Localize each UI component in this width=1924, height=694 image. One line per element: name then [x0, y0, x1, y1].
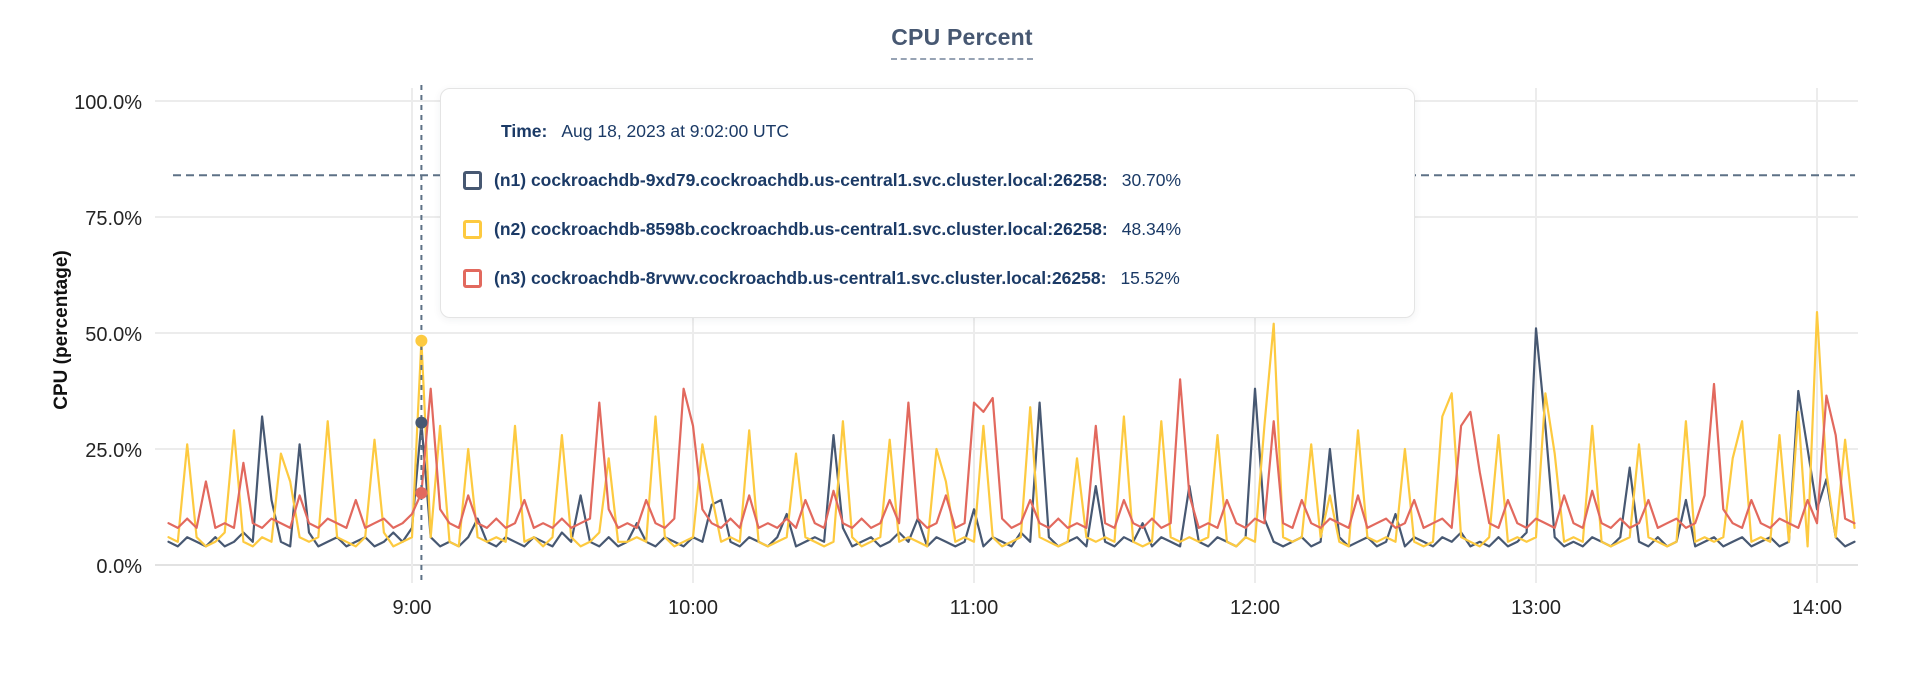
hover-marker-n1 — [415, 416, 428, 429]
tooltip-series-value-n1: 30.70% — [1121, 170, 1182, 190]
tooltip-row-n3: (n3) cockroachdb-8rvwv.cockroachdb.us-ce… — [463, 268, 1414, 289]
tooltip-series-label-n2: (n2) cockroachdb-8598b.cockroachdb.us-ce… — [494, 219, 1108, 239]
x-tick-label-14:00: 14:00 — [1792, 597, 1842, 619]
tooltip-series-label-n1: (n1) cockroachdb-9xd79.cockroachdb.us-ce… — [494, 170, 1108, 190]
x-tick-label-12:00: 12:00 — [1230, 597, 1280, 619]
series-swatch-n1-icon — [463, 171, 482, 190]
x-tick-label-10:00: 10:00 — [668, 597, 718, 619]
series-line-n2 — [167, 311, 1856, 548]
chart-title-wrap: CPU Percent — [0, 24, 1924, 60]
hover-marker-n2 — [415, 334, 428, 347]
tooltip-time-label: Time: — [501, 121, 548, 141]
tooltip-time-row: Time: Aug 18, 2023 at 9:02:00 UTC — [501, 121, 1414, 142]
hover-tooltip: Time: Aug 18, 2023 at 9:02:00 UTC (n1) co… — [440, 88, 1415, 318]
x-tick-label-13:00: 13:00 — [1511, 597, 1561, 619]
y-tick-label-0: 0.0% — [96, 556, 142, 578]
x-tick-label-9:00: 9:00 — [393, 597, 432, 619]
hover-marker-n3 — [415, 487, 428, 499]
y-tick-label-100: 100.0% — [74, 92, 142, 114]
tooltip-series-value-n2: 48.34% — [1121, 219, 1182, 239]
y-tick-label-75: 75.0% — [85, 208, 142, 230]
series-swatch-n3-icon — [463, 269, 482, 288]
y-tick-label-50: 50.0% — [85, 324, 142, 346]
series-swatch-n2-icon — [463, 220, 482, 239]
x-tick-label-11:00: 11:00 — [950, 597, 999, 619]
tooltip-time-value: Aug 18, 2023 at 9:02:00 UTC — [561, 121, 790, 141]
tooltip-row-n1: (n1) cockroachdb-9xd79.cockroachdb.us-ce… — [463, 170, 1414, 191]
series-line-n3 — [167, 378, 1856, 530]
chart-title[interactable]: CPU Percent — [891, 24, 1033, 60]
tooltip-series-label-n3: (n3) cockroachdb-8rvwv.cockroachdb.us-ce… — [494, 268, 1107, 288]
tooltip-series-value-n3: 15.52% — [1120, 268, 1180, 288]
y-tick-label-25: 25.0% — [85, 440, 142, 462]
tooltip-row-n2: (n2) cockroachdb-8598b.cockroachdb.us-ce… — [463, 219, 1414, 240]
